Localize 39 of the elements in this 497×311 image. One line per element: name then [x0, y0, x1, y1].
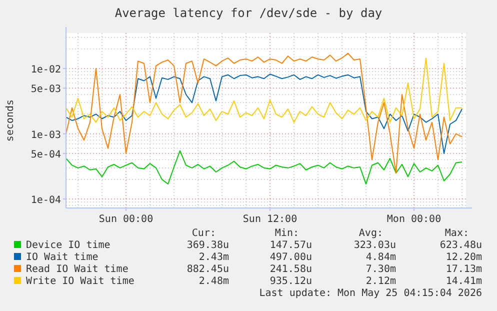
text: Last update: Mon May 25 04:15:04 2026 — [259, 288, 482, 299]
text: 935.12u — [270, 276, 312, 287]
text: 7.30m — [366, 264, 396, 275]
text: 369.38u — [186, 240, 229, 251]
text: 882.45u — [186, 264, 229, 275]
text: 2.43m — [198, 252, 229, 263]
text: 147.57u — [270, 240, 312, 251]
text: Min: — [274, 228, 299, 239]
text: 12.20m — [446, 252, 482, 263]
line-series — [66, 74, 462, 154]
chart-title: Average latency for /dev/sde - by day — [114, 6, 382, 20]
text: Cur: — [192, 228, 216, 239]
text: 623.48u — [440, 240, 482, 251]
y-tick-label: 5e-03 — [30, 84, 61, 96]
y-tick-label: 1e-04 — [30, 195, 61, 206]
x-tick-label: Mon 00:00 — [386, 214, 442, 225]
y-axis-title: seconds — [5, 99, 16, 142]
text: 17.13m — [446, 264, 482, 275]
x-tick-label: Sun 00:00 — [98, 214, 154, 225]
y-tick-label: 1e-02 — [30, 64, 61, 76]
text: 2.12m — [366, 276, 396, 287]
y-tick-label: 5e-04 — [30, 149, 61, 160]
legend-label: Device IO time — [26, 240, 110, 251]
line-series — [66, 58, 462, 123]
text: Avg: — [358, 228, 383, 239]
y-tick-label: 1e-03 — [30, 130, 61, 141]
text: 323.03u — [354, 240, 396, 251]
text: 4.84m — [366, 252, 396, 263]
legend-label: Write IO Wait time — [26, 276, 134, 287]
text: Max: — [444, 228, 469, 239]
line-series — [66, 52, 462, 174]
text: 241.58u — [270, 264, 312, 275]
line-series — [66, 150, 462, 185]
legend-label: Read IO Wait time — [26, 264, 128, 275]
legend-label: IO Wait time — [26, 252, 98, 263]
text: 2.48m — [198, 276, 229, 287]
text: 14.41m — [446, 276, 482, 287]
x-tick-label: Sun 12:00 — [242, 214, 298, 225]
text: 497.00u — [270, 252, 312, 263]
